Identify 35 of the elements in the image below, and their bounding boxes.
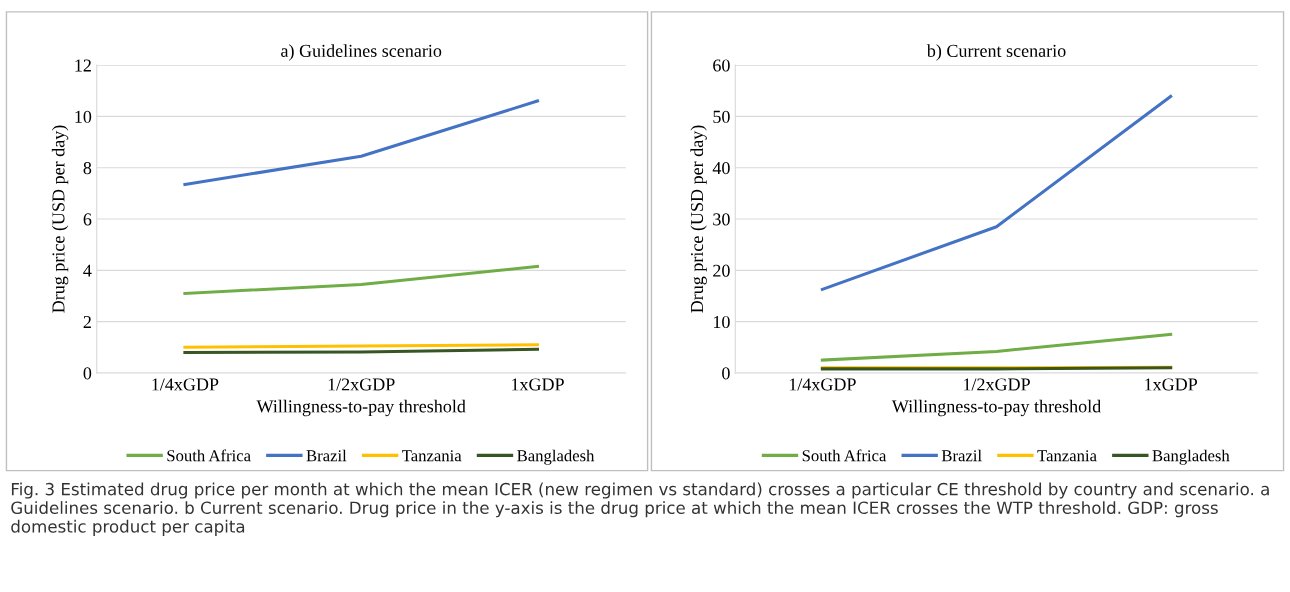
legend-label: Tanzania bbox=[1037, 450, 1097, 462]
chart-title: a) Guidelines scenario bbox=[281, 44, 442, 61]
caption: Fig. 3 Estimated drug price per month at which the mean ICER (new regimen vs standard) crosses a particular CE threshold by country and scenario. a Guidelines scenario. b Current scenario. Drug price in the y-axis is the drug price at which the mean ICER crosses the WTP threshold. GDP: gross domestic product per capita bbox=[11, 482, 1269, 536]
legend-label: Bangladesh bbox=[517, 449, 595, 465]
y-tick-label: 40 bbox=[712, 161, 730, 175]
y-tick-label: 10 bbox=[713, 315, 730, 329]
legend-label: Brazil bbox=[306, 449, 347, 462]
x-axis-title: Willingness-to-pay threshold bbox=[256, 399, 466, 417]
x-tick-label: 1/2xGDP bbox=[964, 378, 1030, 391]
y-tick-label: 30 bbox=[713, 213, 730, 226]
x-tick-label: 1xGDP bbox=[512, 378, 564, 391]
y-axis-title: Drug price (USD per day) bbox=[690, 125, 707, 313]
y-tick-label: 8 bbox=[83, 161, 92, 175]
x-axis-title: Willingness-to-pay threshold bbox=[891, 399, 1101, 417]
chart-title: b) Current scenario bbox=[926, 44, 1066, 61]
y-tick-label: 2 bbox=[83, 315, 91, 328]
x-tick-label: 1/2xGDP bbox=[328, 378, 395, 391]
y-axis-title: Drug price (USD per day) bbox=[51, 125, 69, 313]
legend-label: Bangladesh bbox=[1152, 449, 1230, 465]
y-tick-label: 4 bbox=[83, 264, 92, 277]
legend-label: Brazil bbox=[941, 449, 982, 462]
x-tick-label: 1/4xGDP bbox=[152, 378, 219, 391]
y-tick-label: 6 bbox=[83, 213, 92, 226]
y-tick-label: 50 bbox=[713, 110, 730, 123]
x-tick-label: 1/4xGDP bbox=[789, 378, 856, 391]
y-tick-label: 10 bbox=[75, 110, 92, 123]
y-tick-label: 12 bbox=[75, 59, 91, 72]
legend-label: South Africa bbox=[167, 449, 251, 462]
y-tick-label: 0 bbox=[83, 367, 92, 380]
y-tick-label: 20 bbox=[713, 264, 730, 277]
legend-label: Tanzania bbox=[402, 450, 462, 462]
x-tick-label: 1xGDP bbox=[1145, 378, 1198, 391]
y-tick-label: 60 bbox=[713, 59, 730, 72]
y-tick-label: 0 bbox=[722, 367, 730, 380]
legend-label: South Africa bbox=[802, 449, 887, 462]
